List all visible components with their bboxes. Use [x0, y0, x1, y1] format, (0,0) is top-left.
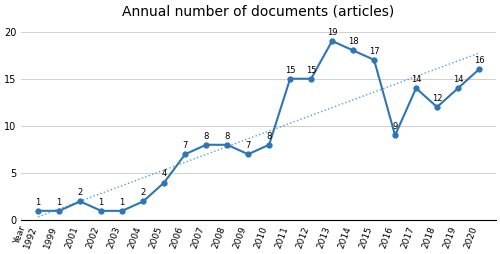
Text: 1: 1 [36, 198, 41, 207]
Text: 7: 7 [182, 141, 188, 150]
Text: 15: 15 [306, 66, 316, 75]
Text: 1: 1 [98, 198, 104, 207]
Text: 14: 14 [453, 75, 464, 84]
Text: 1: 1 [56, 198, 62, 207]
Text: 7: 7 [246, 141, 251, 150]
Text: 16: 16 [474, 56, 484, 65]
Text: 15: 15 [285, 66, 296, 75]
Title: Annual number of documents (articles): Annual number of documents (articles) [122, 4, 394, 18]
Text: 9: 9 [392, 122, 398, 131]
Text: 14: 14 [411, 75, 422, 84]
Text: 8: 8 [224, 132, 230, 141]
Text: 1: 1 [120, 198, 125, 207]
Text: 8: 8 [204, 132, 209, 141]
Text: 12: 12 [432, 94, 442, 103]
Text: 4: 4 [162, 169, 167, 178]
Text: 2: 2 [140, 188, 146, 197]
Text: 2: 2 [78, 188, 83, 197]
Text: 17: 17 [369, 47, 380, 56]
Text: 18: 18 [348, 37, 358, 46]
Text: 19: 19 [327, 28, 338, 37]
Text: 8: 8 [266, 132, 272, 141]
